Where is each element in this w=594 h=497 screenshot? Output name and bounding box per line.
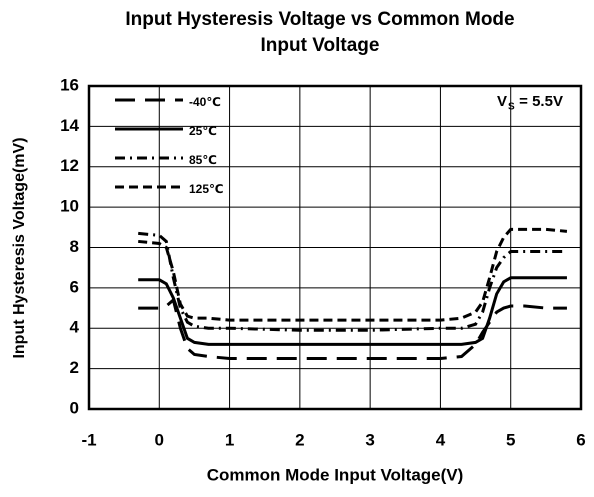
chart-title: Input Hysteresis Voltage vs Common Mode [125, 9, 514, 30]
x-tick-label: 0 [155, 430, 164, 449]
y-tick-label: 6 [70, 277, 79, 296]
y-tick-label: 14 [60, 116, 79, 135]
x-tick-label: 6 [576, 430, 585, 449]
legend-label: 125℃ [189, 182, 224, 196]
plot-frame [87, 84, 583, 411]
data-line [138, 227, 568, 322]
y-tick-label: 8 [70, 237, 79, 256]
x-axis-label: Common Mode Input Voltage(V) [207, 465, 464, 484]
y-tick-label: 0 [70, 398, 79, 417]
x-tick-label: 4 [436, 430, 446, 449]
x-tick-label: 3 [365, 430, 374, 449]
legend-label: -40℃ [189, 95, 221, 109]
y-axis-label: Input Hysteresis Voltage(mV) [11, 137, 28, 358]
y-tick-label: 2 [70, 358, 79, 377]
data-line [138, 276, 567, 346]
annotation: = 5.5V [515, 93, 563, 110]
y-tick-label: 10 [60, 197, 79, 216]
y-tick-label: 4 [70, 318, 80, 337]
chart-title: Input Voltage [261, 35, 380, 56]
annotation: V [497, 93, 507, 110]
x-tick-label: -1 [81, 430, 96, 449]
annotation: S [508, 102, 515, 113]
x-tick-label: 1 [225, 430, 234, 449]
data-line [138, 297, 567, 361]
x-tick-label: 5 [506, 430, 515, 449]
legend-label: 85℃ [189, 153, 217, 167]
legend-label: 25℃ [189, 124, 217, 138]
x-tick-label: 2 [295, 430, 304, 449]
y-tick-label: 12 [60, 156, 79, 175]
y-tick-label: 16 [60, 75, 79, 94]
data-line [138, 231, 567, 332]
